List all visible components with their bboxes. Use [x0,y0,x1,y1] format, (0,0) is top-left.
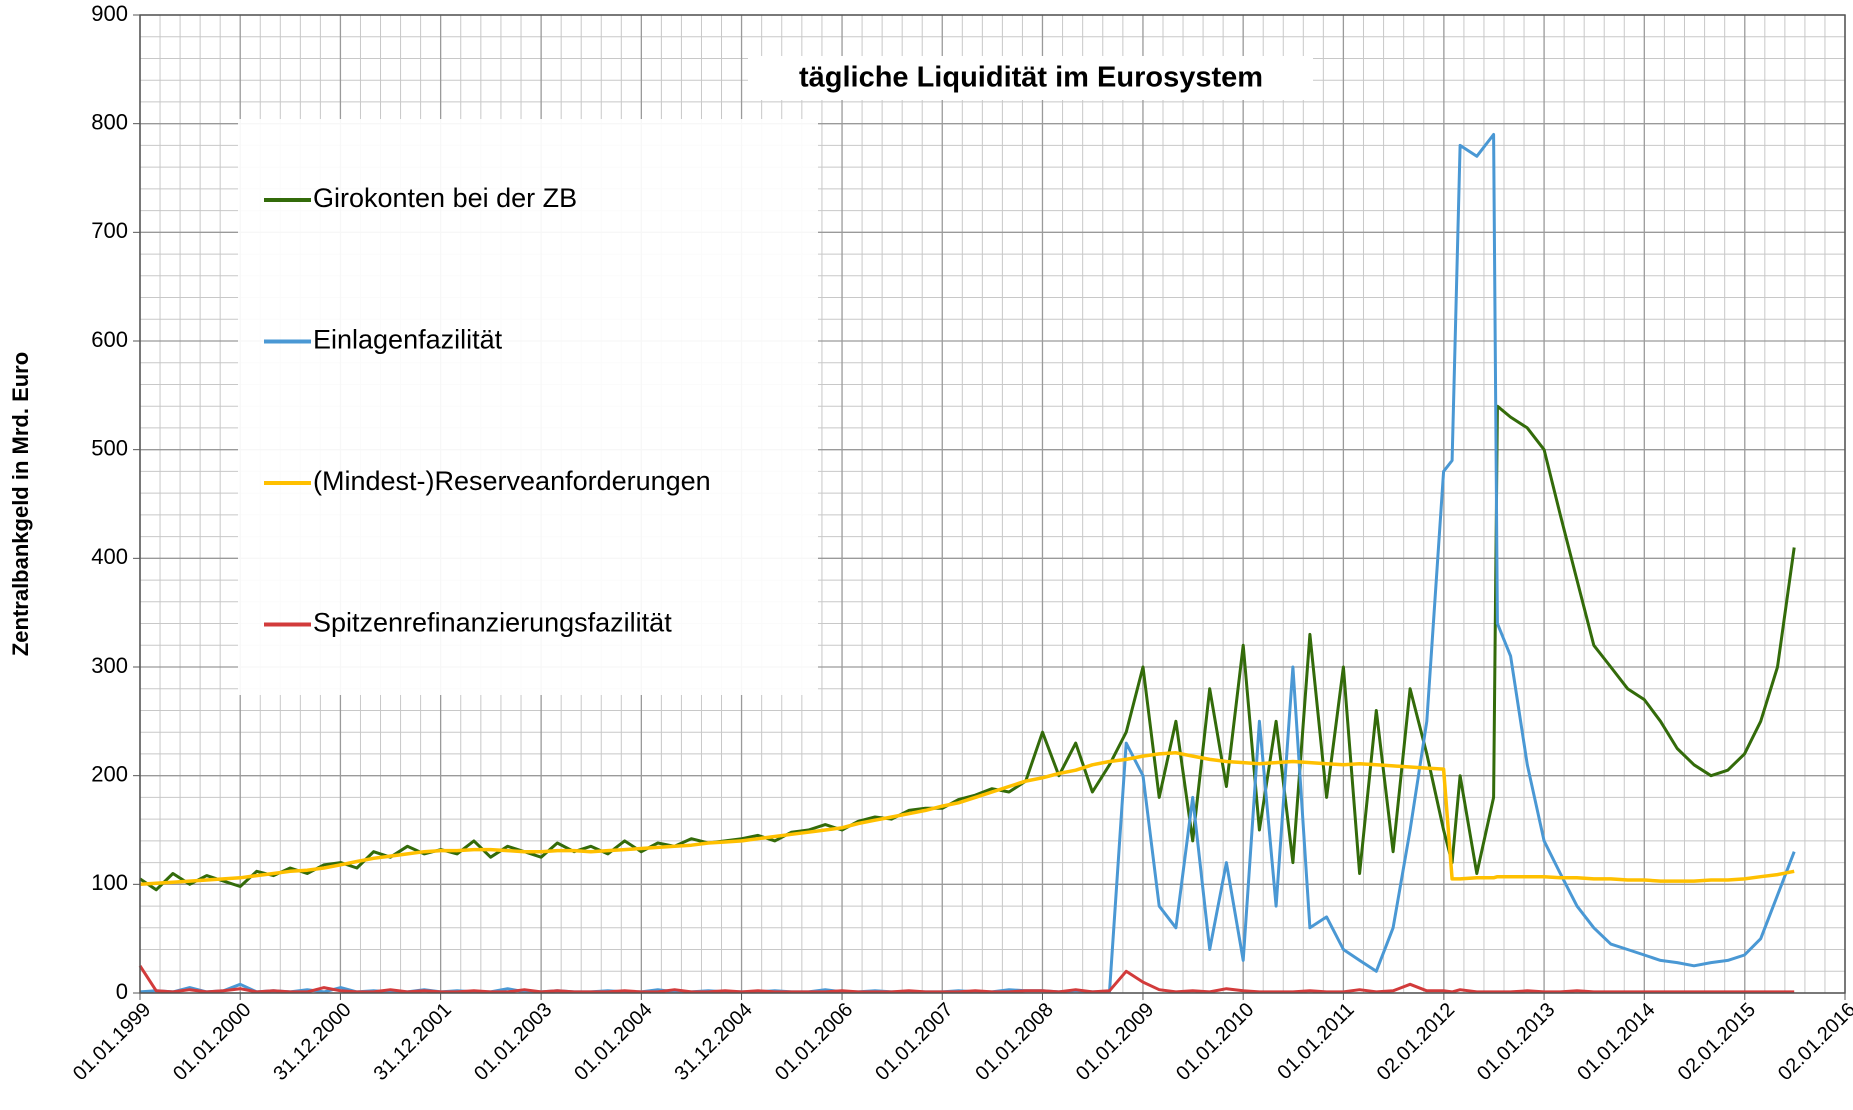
legend-label: (Mindest-)Reserveanforderungen [313,466,711,496]
y-tick-label: 0 [116,979,128,1004]
legend-label: Einlagenfazilität [313,325,503,355]
legend-label: Girokonten bei der ZB [313,183,577,213]
series-line [139,751,1795,887]
lines [138,133,1796,994]
title-box [748,56,1313,100]
y-tick-label: 500 [91,435,128,460]
y-tick-label: 700 [91,218,128,243]
y-tick-label: 300 [91,653,128,678]
y-tick-label: 100 [91,870,128,895]
y-tick-label: 200 [91,761,128,786]
plot-frame [139,14,1846,994]
y-tick-label: 800 [91,109,128,134]
y-axis-label: Zentralbankgeld in Mrd. Euro [8,352,33,656]
legend-box [238,119,818,695]
y-tick-label: 900 [91,1,128,26]
legend-label: Spitzenrefinanzierungsfazilität [313,608,672,638]
series-line [138,964,1795,994]
legend: Girokonten bei der ZB Einlagenfazilität (M… [238,119,818,695]
chart-title: tägliche Liquidität im Eurosystem [799,62,1263,94]
y-tick-label: 600 [91,327,128,352]
y-tick-label: 400 [91,544,128,569]
